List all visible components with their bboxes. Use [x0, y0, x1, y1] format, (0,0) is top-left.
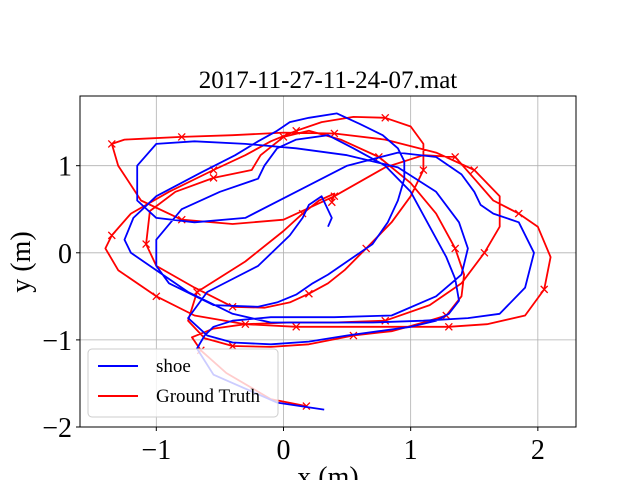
- ground-truth-marker: [177, 215, 186, 224]
- ground-truth-marker: [444, 322, 453, 331]
- ground-truth-marker: [241, 320, 250, 329]
- ground-truth-marker: [292, 322, 301, 331]
- ground-truth-marker: [381, 316, 390, 325]
- ground-truth-marker: [292, 126, 301, 135]
- ground-truth-marker: [451, 153, 460, 161]
- ground-truth-marker: [514, 209, 523, 218]
- ground-truth-marker: [107, 139, 116, 148]
- ground-truth-marker: [107, 231, 116, 240]
- ground-truth-marker: [327, 198, 336, 207]
- x-tick-label: 1: [404, 435, 418, 466]
- ground-truth-marker: [279, 132, 288, 141]
- y-tick-label: 1: [58, 152, 72, 183]
- legend-label-ground-truth: Ground Truth: [156, 386, 260, 407]
- series-line-shoe: [123, 112, 535, 411]
- y-tick-label: −1: [42, 326, 72, 357]
- x-tick-label: −1: [141, 435, 171, 466]
- ground-truth-marker: [480, 248, 489, 257]
- ground-truth-marker: [152, 292, 161, 301]
- ground-truth-marker: [177, 132, 186, 141]
- x-tick-label: 2: [531, 435, 545, 466]
- x-tick-label: 0: [276, 435, 290, 466]
- axis-ticks: −1 0 1 2 −2 −1 0 1: [42, 152, 545, 466]
- ground-truth-marker: [228, 342, 237, 350]
- ground-truth-marker: [304, 289, 313, 298]
- ground-truth-marker: [470, 166, 479, 174]
- ground-truth-marker: [330, 192, 339, 201]
- legend: shoe Ground Truth: [87, 348, 279, 418]
- legend-label-shoe: shoe: [156, 356, 191, 377]
- y-tick-label: −2: [42, 413, 72, 444]
- x-axis-label: x (m): [297, 462, 358, 480]
- chart-title: 2017-11-27-11-24-07.mat: [199, 67, 458, 94]
- ground-truth-marker: [451, 244, 460, 253]
- ground-truth-marker: [142, 240, 151, 249]
- ground-truth-marker: [540, 285, 549, 294]
- ground-truth-marker: [228, 302, 237, 311]
- y-axis-label: y (m): [6, 231, 37, 292]
- ground-truth-marker: [330, 129, 339, 138]
- axes-frame: [79, 95, 577, 428]
- ground-truth-marker: [209, 173, 218, 182]
- ground-truth-marker: [419, 166, 428, 174]
- ground-truth-marker: [381, 113, 390, 122]
- y-tick-label: 0: [58, 239, 72, 270]
